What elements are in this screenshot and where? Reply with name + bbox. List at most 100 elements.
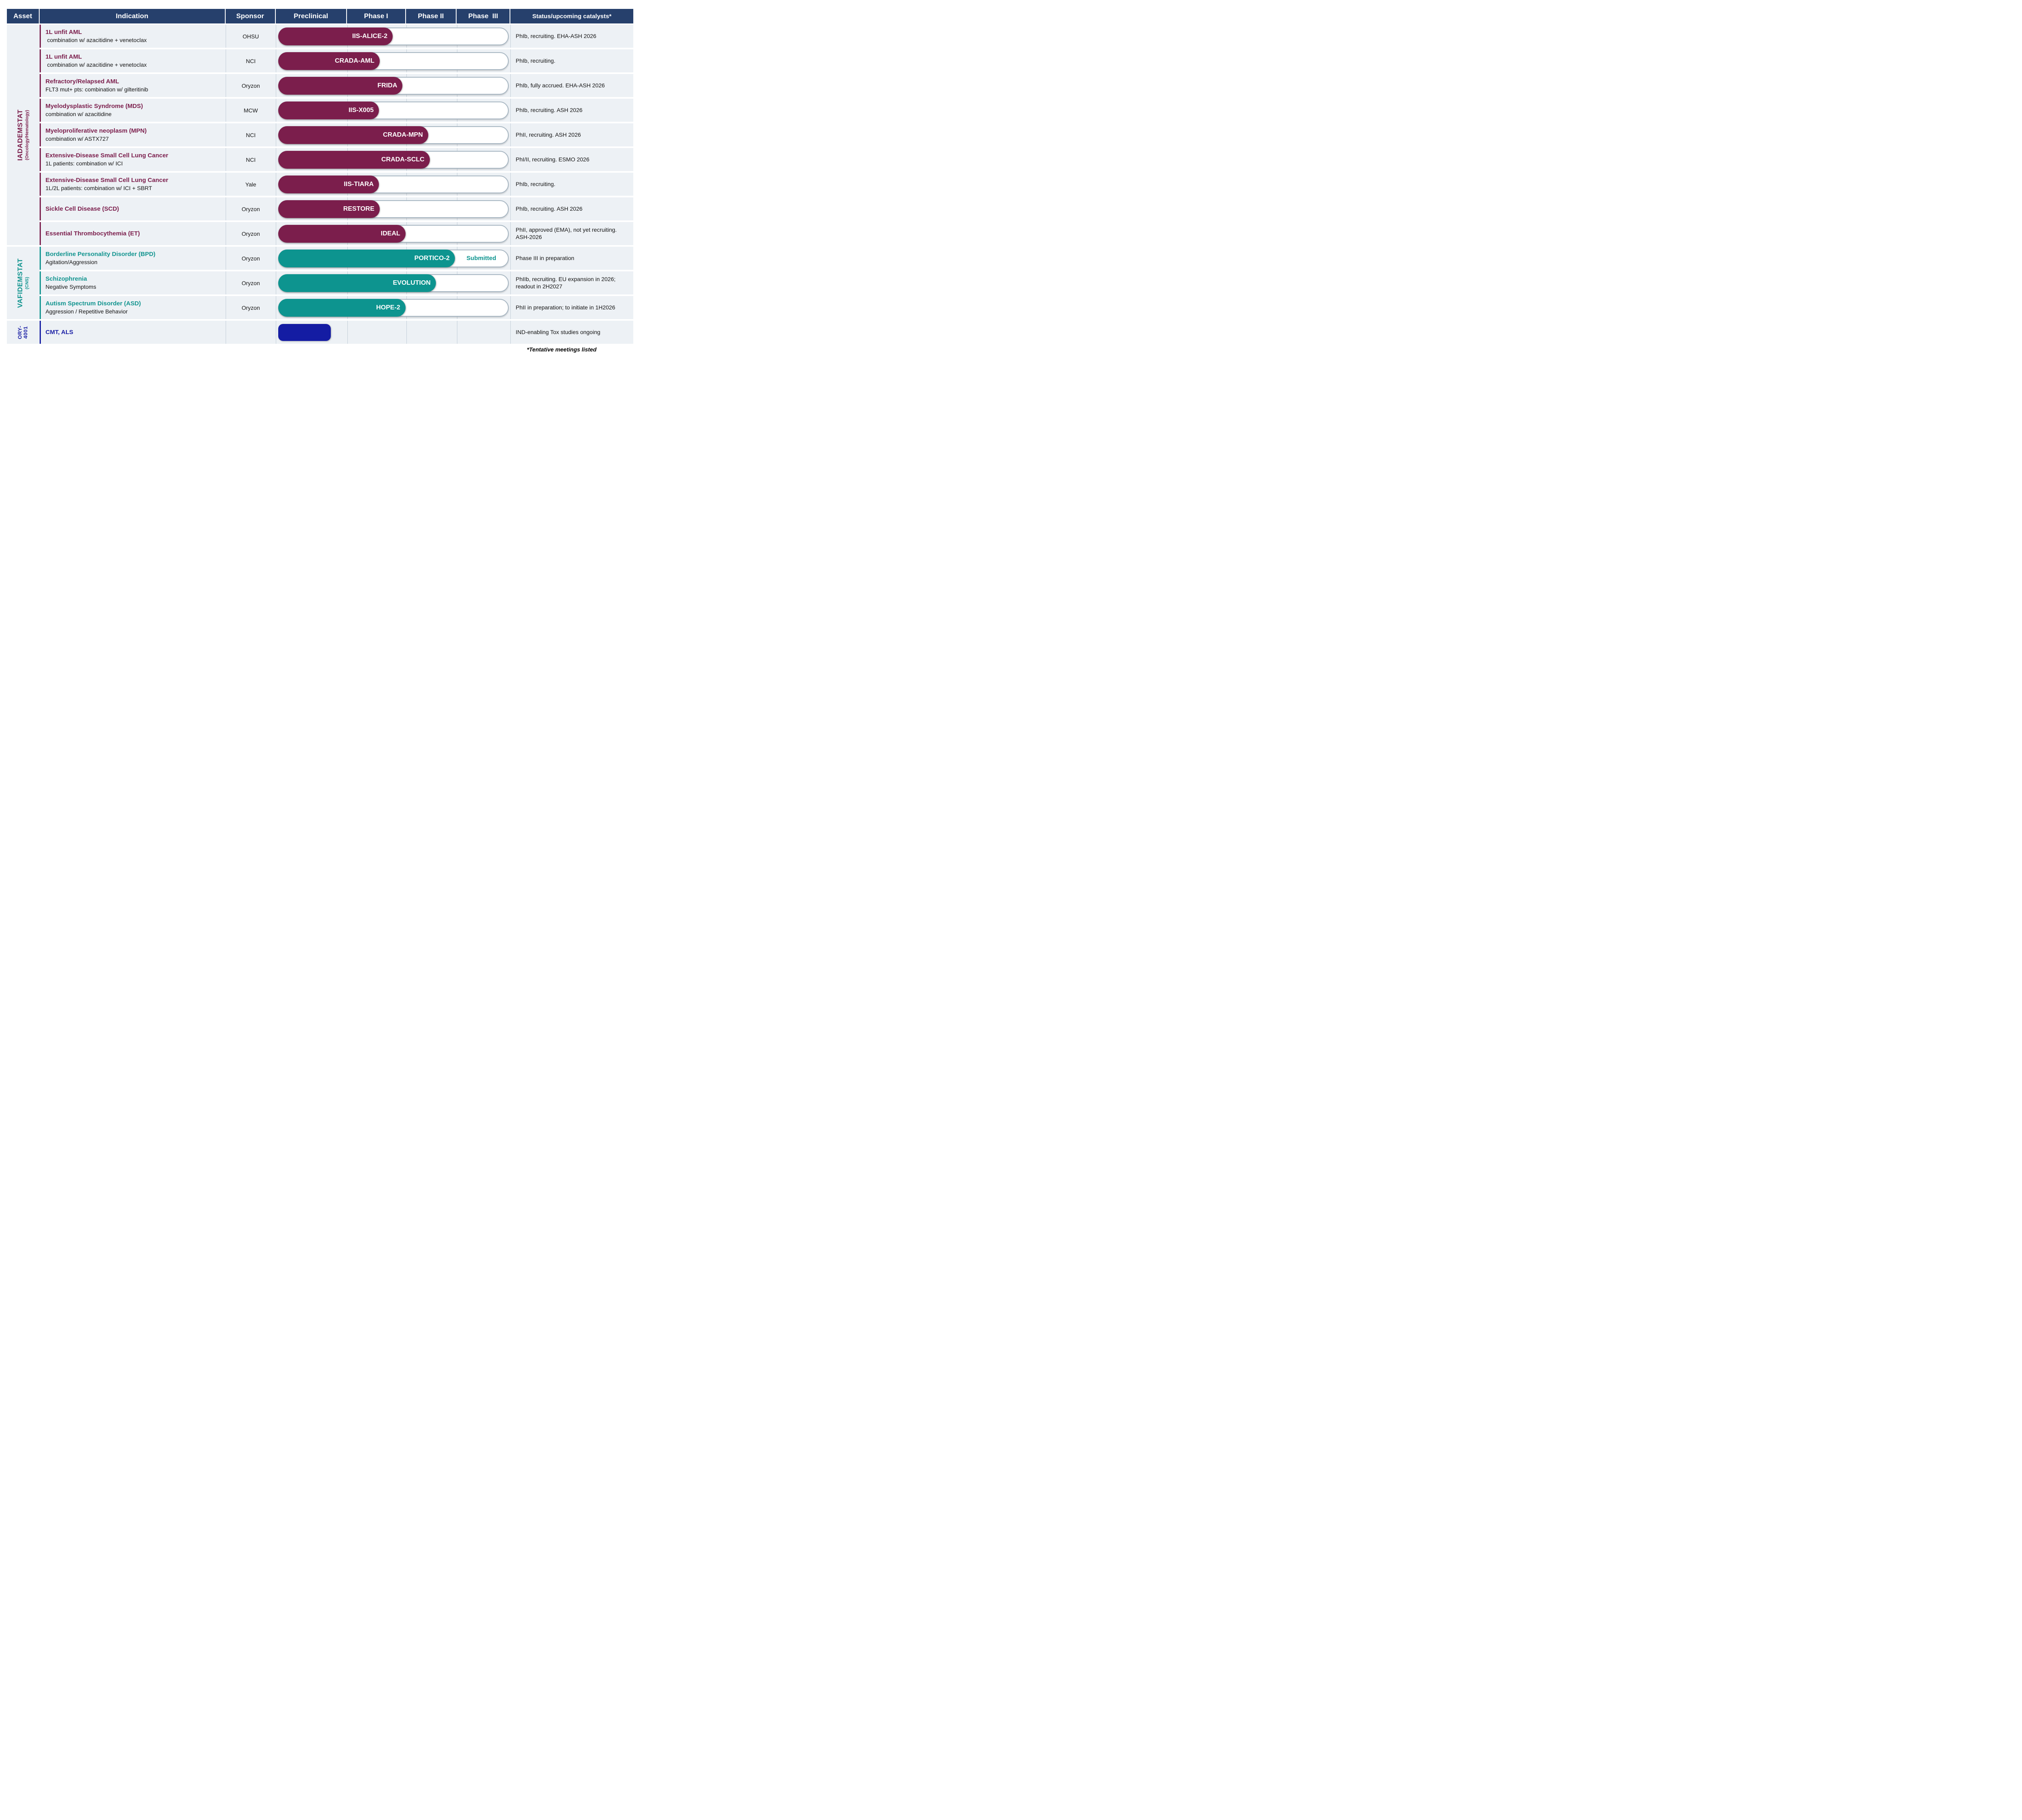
trial-progress-track: HOPE-2	[278, 298, 509, 317]
trial-progress-track: IIS-ALICE-2	[278, 27, 509, 45]
table-header-row: Asset Indication Sponsor Preclinical Pha…	[7, 9, 633, 23]
indication-subtitle: Negative Symptoms	[45, 283, 96, 290]
indication-cell: Borderline Personality Disorder (BPD) Agi…	[39, 247, 226, 270]
indication-cell: Myelodysplastic Syndrome (MDS) combinatio…	[39, 99, 226, 122]
header-phase1: Phase I	[347, 9, 406, 23]
trial-progress-fill: IIS-TIARA	[278, 175, 379, 193]
table-row: Schizophrenia Negative Symptoms Oryzon EV…	[39, 271, 633, 294]
sponsor-cell: Oryzon	[225, 271, 276, 294]
indication-title: Myeloproliferative neoplasm (MPN)	[45, 127, 147, 135]
phase-track-cell: IIS-ALICE-2	[275, 25, 511, 48]
header-preclinical: Preclinical	[275, 9, 347, 23]
phase-track-cell: IIS-X005	[275, 99, 511, 122]
section-vafidemstat: VAFIDEMSTAT (CNS) Borderline Personality…	[7, 247, 633, 319]
trial-name-label: RESTORE	[343, 205, 374, 212]
trial-name-label: IIS-X005	[348, 106, 374, 114]
indication-cell: Extensive-Disease Small Cell Lung Cancer…	[39, 148, 226, 171]
sponsor-cell	[225, 321, 276, 344]
indication-subtitle: Agitation/Aggression	[45, 258, 97, 265]
trial-progress-track: CRADA-AML	[278, 52, 509, 70]
indication-subtitle: 1L/2L patients: combination w/ ICI + SBR…	[45, 184, 152, 191]
phase1-gridline	[347, 321, 348, 344]
sponsor-cell: Oryzon	[225, 247, 276, 270]
indication-title: Myelodysplastic Syndrome (MDS)	[45, 103, 143, 110]
indication-title: Essential Thrombocythemia (ET)	[45, 230, 140, 237]
indication-title: Extensive-Disease Small Cell Lung Cancer	[45, 152, 169, 159]
phase-track-cell: CRADA-AML	[275, 49, 511, 72]
indication-cell: Schizophrenia Negative Symptoms	[39, 271, 226, 294]
indication-title: Autism Spectrum Disorder (ASD)	[45, 300, 141, 307]
header-phase3: Phase III	[457, 9, 511, 23]
trial-progress-fill: IIS-ALICE-2	[278, 27, 393, 45]
indication-cell: 1L unfit AML combination w/ azacitidine …	[39, 25, 226, 48]
section-rows: 1L unfit AML combination w/ azacitidine …	[39, 25, 633, 245]
trial-name-label: CRADA-MPN	[383, 131, 423, 138]
indication-title: Borderline Personality Disorder (BPD)	[45, 251, 156, 258]
section-rows: CMT, ALS IND-enabling Tox studies ongoin…	[39, 321, 633, 344]
trial-name-label: HOPE-2	[376, 304, 400, 311]
indication-cell: Extensive-Disease Small Cell Lung Cancer…	[39, 173, 226, 196]
trial-progress-track: RESTORE	[278, 200, 509, 218]
asset-label: IADADEMSTAT (Oncology/Hematology)	[16, 109, 30, 161]
indication-subtitle: combination w/ azacitidine + venetoclax	[45, 36, 147, 43]
section-ory-4001: ORY- 4001 CMT, ALS IND-enabling Tox stud…	[7, 321, 633, 344]
table-row: CMT, ALS IND-enabling Tox studies ongoin…	[39, 321, 633, 344]
status-cell: PhII, recruiting. ASH 2026	[510, 123, 633, 146]
asset-cell-vafidemstat: VAFIDEMSTAT (CNS)	[7, 247, 40, 319]
pipeline-slide: Asset Indication Sponsor Preclinical Pha…	[0, 0, 634, 357]
sponsor-cell: MCW	[225, 99, 276, 122]
asset-title: ORY- 4001	[17, 325, 29, 339]
indication-subtitle: combination w/ ASTX727	[45, 135, 109, 142]
trial-progress-fill: CRADA-SCLC	[278, 150, 430, 169]
table-row: Extensive-Disease Small Cell Lung Cancer…	[39, 173, 633, 196]
status-cell: PhIb, recruiting. EHA-ASH 2026	[510, 25, 633, 48]
status-cell: PhIIb, recruiting. EU expansion in 2026;…	[510, 271, 633, 294]
asset-label: ORY- 4001	[17, 326, 29, 339]
status-cell: PhIb, recruiting. ASH 2026	[510, 197, 633, 220]
trial-name-label: PORTICO-2	[414, 254, 450, 262]
trial-progress-fill: CRADA-AML	[278, 52, 380, 70]
phase-track-cell: CRADA-MPN	[275, 123, 511, 146]
indication-title: Schizophrenia	[45, 275, 87, 283]
status-cell: Phase III in preparation	[510, 247, 633, 270]
sponsor-cell: Oryzon	[225, 296, 276, 319]
header-phase2: Phase II	[406, 9, 457, 23]
sponsor-cell: NCI	[225, 49, 276, 72]
trial-progress-fill: CRADA-MPN	[278, 126, 428, 144]
preclinical-pill	[278, 324, 331, 341]
phase-track-cell: FRIDA	[275, 74, 511, 97]
table-row: Sickle Cell Disease (SCD) Oryzon RESTORE…	[39, 197, 633, 220]
indication-title: 1L unfit AML	[45, 29, 82, 36]
table-row: Essential Thrombocythemia (ET) Oryzon ID…	[39, 222, 633, 245]
trial-name-label: CRADA-SCLC	[381, 156, 425, 163]
indication-title: Extensive-Disease Small Cell Lung Cancer	[45, 177, 169, 184]
phase2-gridline	[406, 321, 407, 344]
asset-cell-iadademstat: IADADEMSTAT (Oncology/Hematology)	[7, 25, 40, 245]
phase-track-cell: CRADA-SCLC	[275, 148, 511, 171]
table-row: Borderline Personality Disorder (BPD) Agi…	[39, 247, 633, 270]
asset-title: VAFIDEMSTAT	[16, 258, 24, 308]
trial-progress-fill: EVOLUTION	[278, 274, 436, 292]
indication-title: Sickle Cell Disease (SCD)	[45, 205, 119, 212]
status-cell: PhIb, recruiting.	[510, 173, 633, 196]
indication-cell: Sickle Cell Disease (SCD)	[39, 197, 226, 220]
pipeline-table: Asset Indication Sponsor Preclinical Pha…	[7, 9, 633, 344]
section-rows: Borderline Personality Disorder (BPD) Agi…	[39, 247, 633, 319]
asset-subtitle: (CNS)	[25, 277, 30, 289]
trial-progress-fill: PORTICO-2	[278, 249, 455, 267]
sponsor-cell: Oryzon	[225, 222, 276, 245]
indication-cell: CMT, ALS	[39, 321, 226, 344]
status-cell: PhII, approved (EMA), not yet recruiting…	[510, 222, 633, 245]
table-row: Extensive-Disease Small Cell Lung Cancer…	[39, 148, 633, 171]
phase-track-cell: IDEAL	[275, 222, 511, 245]
status-cell: PhIb, recruiting.	[510, 49, 633, 72]
sponsor-cell: Oryzon	[225, 197, 276, 220]
header-indication: Indication	[39, 9, 226, 23]
status-cell: PhIb, fully accrued. EHA-ASH 2026	[510, 74, 633, 97]
table-body: IADADEMSTAT (Oncology/Hematology) 1L unf…	[7, 25, 633, 344]
sponsor-cell: NCI	[225, 148, 276, 171]
table-row: 1L unfit AML combination w/ azacitidine …	[39, 49, 633, 72]
asset-subtitle: (Oncology/Hematology)	[25, 110, 30, 160]
table-row: Myeloproliferative neoplasm (MPN) combina…	[39, 123, 633, 146]
trial-name-label: IIS-ALICE-2	[352, 32, 387, 40]
